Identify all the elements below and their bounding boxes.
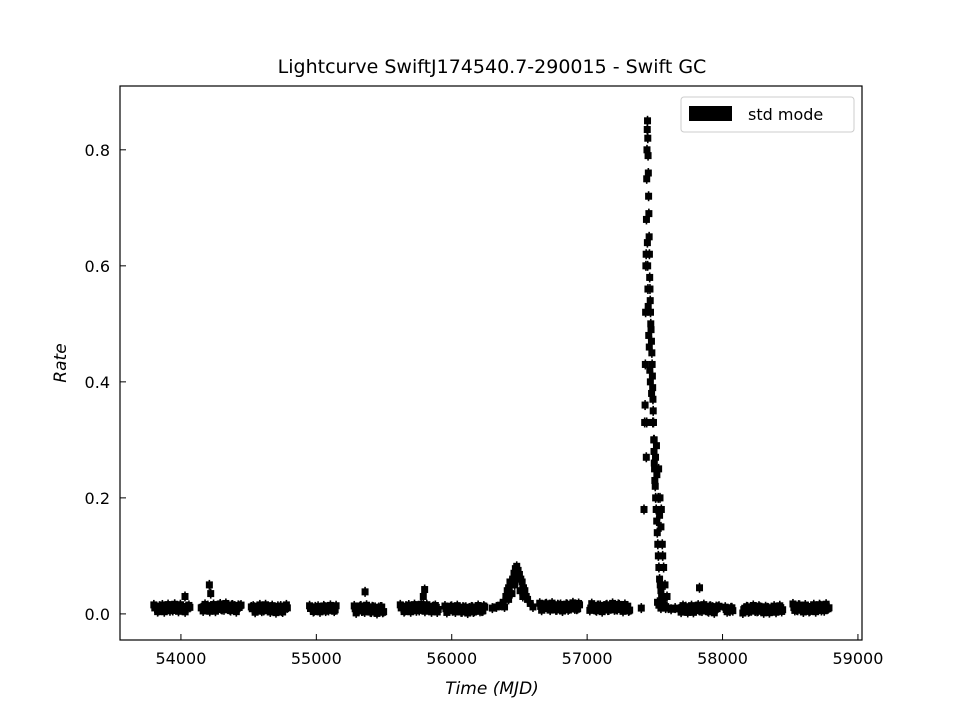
data-point: [181, 591, 189, 602]
data-point: [641, 400, 649, 411]
data-point: [657, 521, 665, 532]
data-point: [492, 601, 500, 612]
data-point: [671, 603, 679, 614]
data-point: [656, 492, 664, 503]
x-axis-label: Time (MJD): [445, 679, 539, 699]
data-point: [642, 452, 650, 463]
legend-swatch: [689, 106, 732, 121]
y-tick-label: 0.4: [85, 373, 110, 392]
data-point: [645, 249, 653, 260]
data-point: [513, 574, 521, 585]
x-axis-label-unit: (MJD): [493, 679, 539, 699]
x-tick-label: 55000: [291, 649, 342, 668]
data-point: [529, 601, 537, 612]
legend-label: std mode: [748, 105, 823, 124]
data-point: [655, 463, 663, 474]
legend-box: [680, 96, 855, 133]
x-tick-label: 54000: [155, 649, 206, 668]
data-point: [481, 602, 489, 613]
data-point: [654, 539, 662, 550]
data-point: [644, 260, 652, 271]
data-point: [667, 604, 675, 615]
data-point: [663, 591, 671, 602]
data-point: [644, 284, 652, 295]
data-point: [332, 600, 340, 611]
data-point: [637, 603, 645, 614]
x-axis-label-text: Time: [445, 679, 487, 699]
data-point: [657, 603, 665, 614]
x-tick-label: 58000: [697, 649, 748, 668]
data-point: [729, 605, 737, 616]
data-point: [645, 191, 653, 202]
data-point: [434, 604, 442, 615]
data-point: [421, 584, 429, 595]
data-point: [576, 599, 584, 610]
data-point: [207, 588, 215, 599]
data-point: [186, 602, 194, 613]
data-point: [646, 365, 654, 376]
data-point: [488, 603, 496, 614]
data-point: [643, 237, 651, 248]
y-axis-label: Rate: [51, 343, 71, 382]
data-point: [657, 504, 665, 515]
plot-frame: [119, 85, 863, 641]
data-point: [519, 591, 527, 602]
data-point: [508, 588, 516, 599]
data-point: [658, 539, 666, 550]
data-point: [653, 527, 661, 538]
y-tick-label: 0.0: [85, 605, 110, 624]
y-axis-ticks: 0.0 0.2 0.4 0.6 0.8: [85, 141, 126, 624]
data-point: [419, 591, 427, 602]
data-point: [644, 115, 652, 126]
data-point: [649, 405, 657, 416]
data-point: [645, 208, 653, 219]
data-point: [205, 579, 213, 590]
data-point: [661, 579, 669, 590]
data-points: [150, 115, 833, 619]
y-tick-label: 0.8: [85, 141, 110, 160]
data-point: [645, 330, 653, 341]
data-point: [779, 604, 787, 615]
data-point: [644, 168, 652, 179]
y-tick-label: 0.6: [85, 257, 110, 276]
data-point: [715, 601, 723, 612]
data-point: [641, 359, 649, 370]
data-point: [655, 562, 663, 573]
x-tick-label: 59000: [832, 649, 883, 668]
legend: std mode: [680, 96, 855, 133]
data-point: [652, 440, 660, 451]
data-point: [237, 600, 245, 611]
data-point: [646, 376, 654, 387]
data-point: [696, 582, 704, 593]
data-point: [643, 417, 651, 428]
data-point: [283, 602, 291, 613]
y-tick-label: 0.2: [85, 489, 110, 508]
x-axis-ticks: 54000 55000 56000 57000 58000 59000: [155, 634, 883, 668]
data-point: [654, 550, 662, 561]
data-point: [652, 452, 660, 463]
data-point: [646, 272, 654, 283]
data-point: [659, 550, 667, 561]
x-tick-label: 56000: [426, 649, 477, 668]
data-point: [644, 150, 652, 161]
data-point: [660, 562, 668, 573]
data-point: [380, 606, 388, 617]
data-point: [640, 504, 648, 515]
data-point: [649, 417, 657, 428]
data-point: [644, 301, 652, 312]
data-point: [648, 388, 656, 399]
chart-title: Lightcurve SwiftJ174540.7-290015 - Swift…: [278, 56, 707, 78]
data-point: [361, 586, 369, 597]
data-point: [626, 605, 634, 616]
data-point: [645, 342, 653, 353]
data-point: [501, 601, 509, 612]
data-point: [643, 124, 651, 135]
data-point: [651, 481, 659, 492]
data-point: [825, 602, 833, 613]
x-tick-label: 57000: [562, 649, 613, 668]
data-point: [644, 133, 652, 144]
